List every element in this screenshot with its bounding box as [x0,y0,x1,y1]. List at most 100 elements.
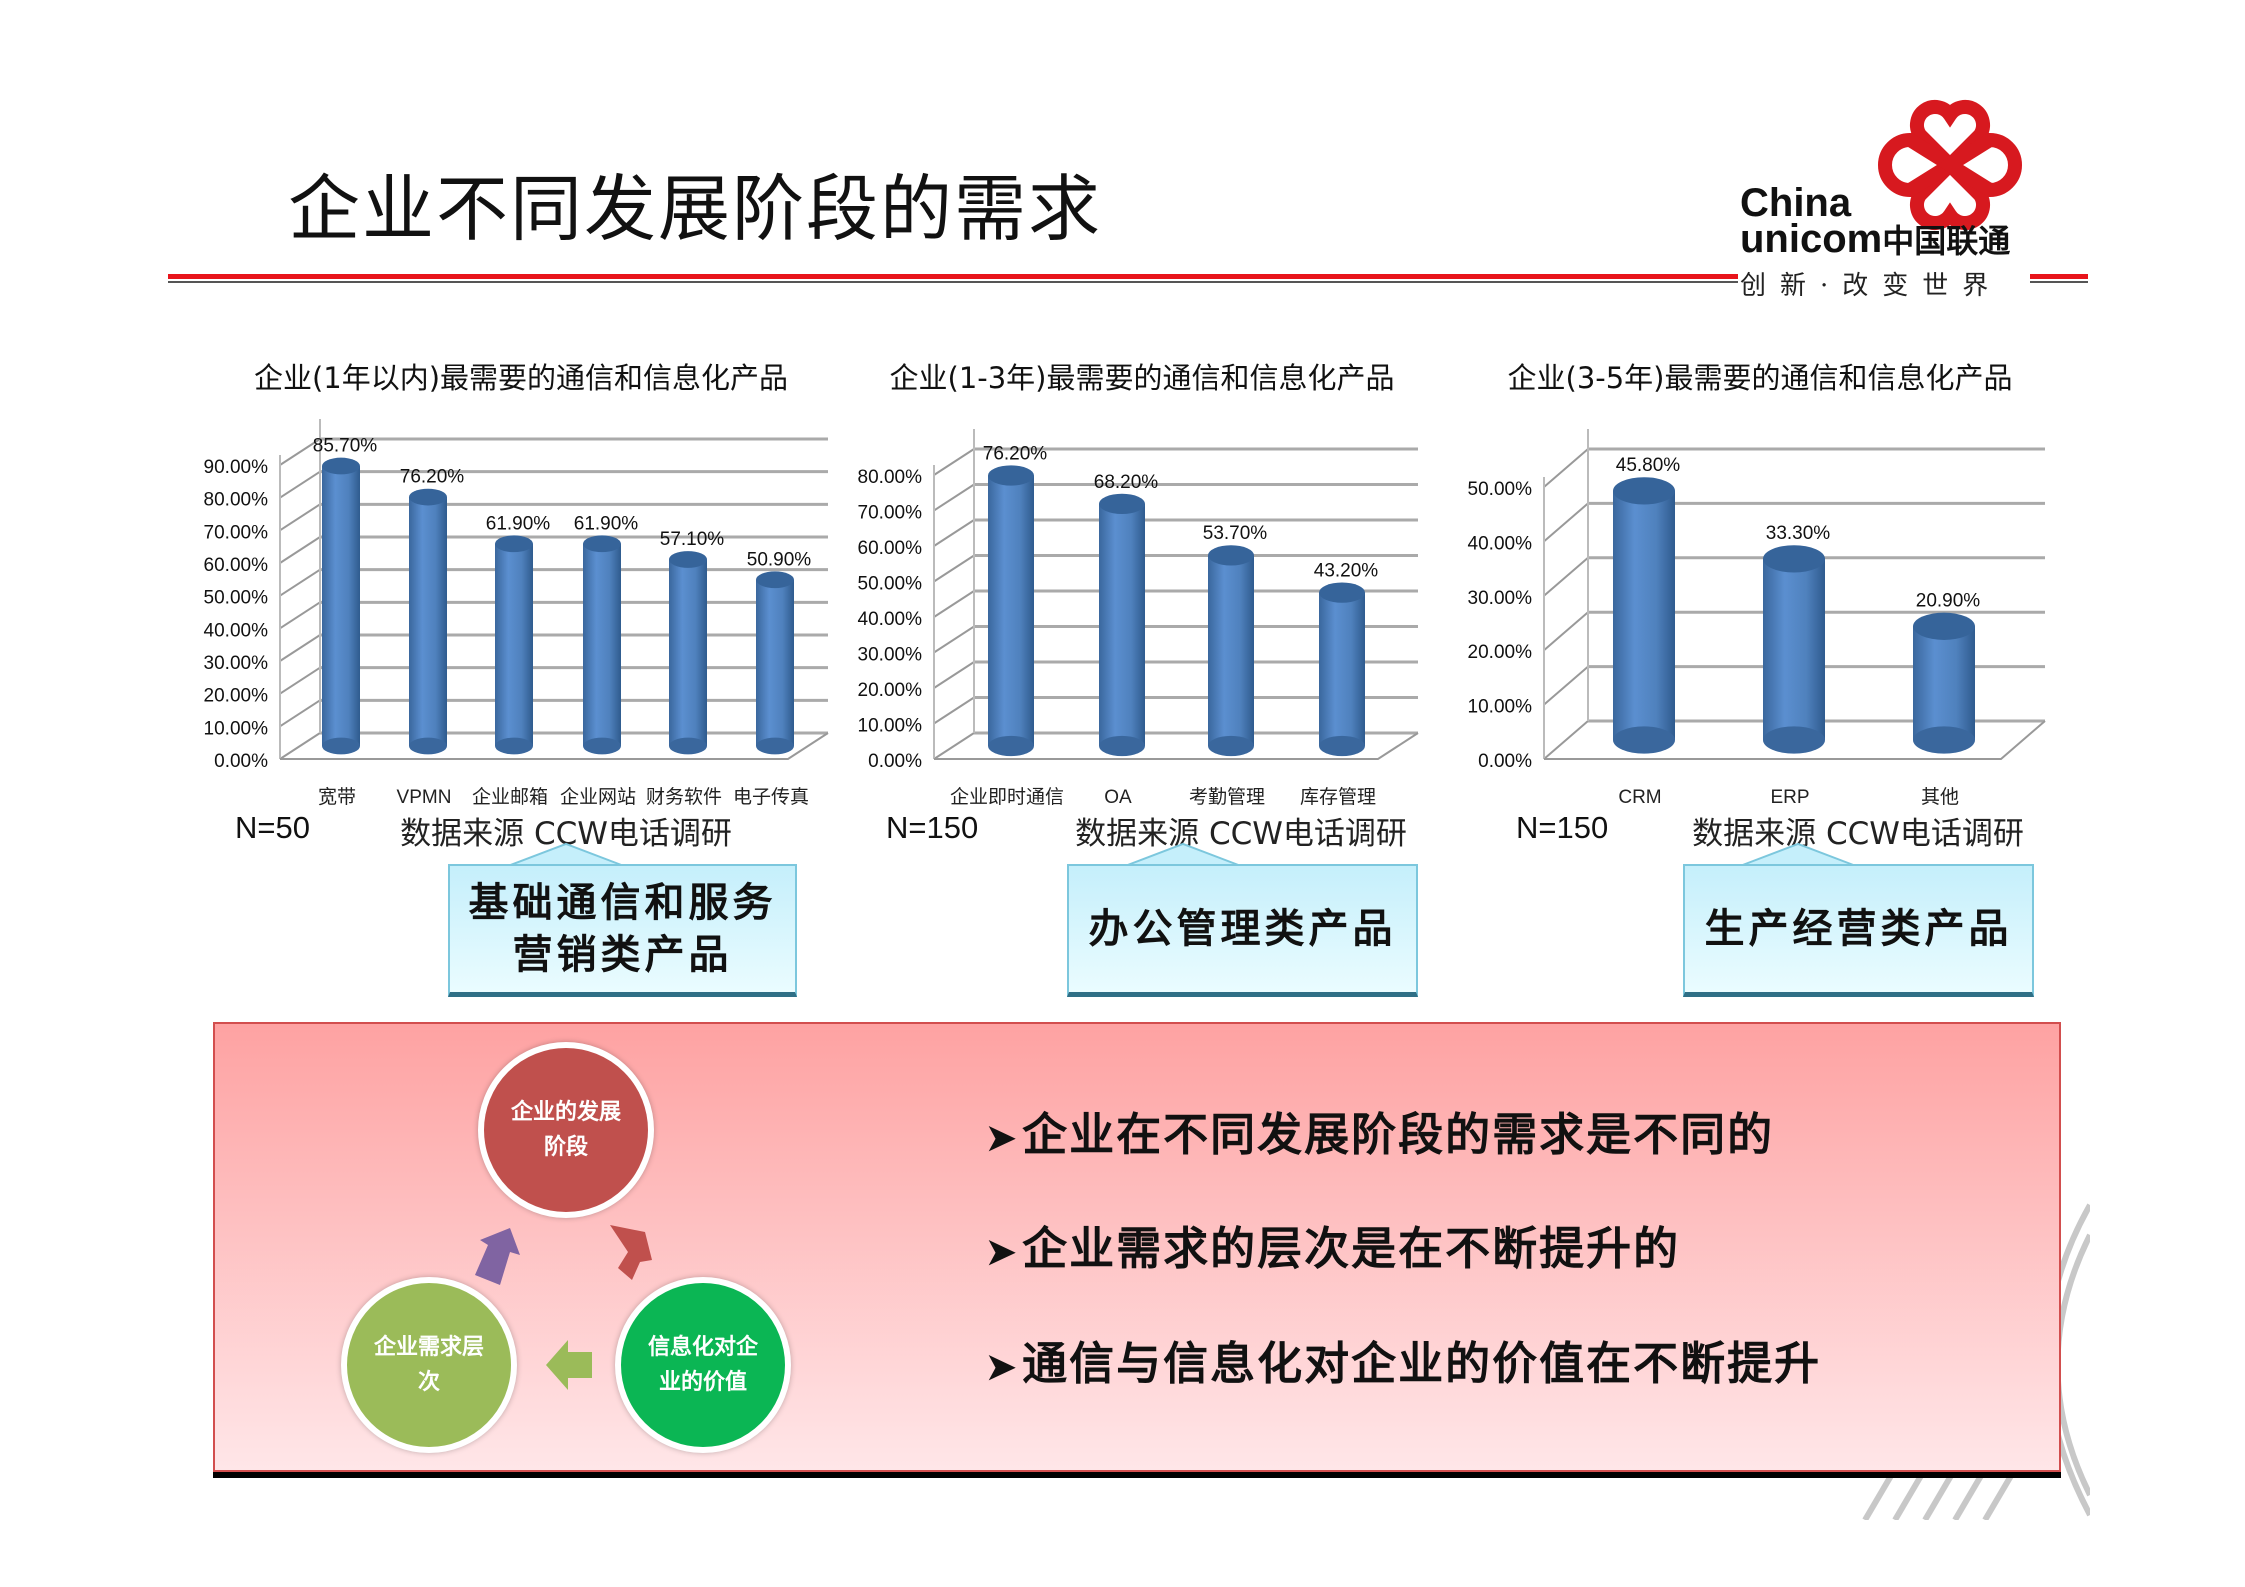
bar [1763,558,1825,740]
chart-1-sample-size: N=50 [235,810,310,845]
category-label: 库存管理 [1300,786,1376,808]
grid-diagonal [1543,611,1589,651]
cycle-node-informatization-value: 信息化对企业的价值 [615,1277,791,1453]
chart-1-title: 企业(1年以内)最需要的通信和信息化产品 [253,361,789,395]
cycle-node-demand-level: 企业需求层次 [341,1277,517,1453]
grid-diagonal [279,438,321,466]
callout-2-line-1: 办公管理类产品 [1088,905,1397,952]
y-tick-label: 50.00% [858,574,923,595]
bar-base [1613,726,1675,754]
bar-base [1913,726,1975,754]
bar-base [409,737,447,755]
category-label: OA [1104,787,1132,808]
bar [669,559,707,746]
logo-slogan: 创新·改变世界 [1740,271,2003,301]
grid-diagonal [933,590,975,618]
grid-diagonal [933,696,975,725]
logo-text-unicom: unicom中国联通 [1740,219,2010,259]
bar-base [756,737,794,755]
grid-diagonal [933,519,975,547]
chart-2-sample-size: N=150 [886,810,979,845]
logo-text-china: China [1740,181,1852,225]
y-tick-label: 50.00% [1468,479,1533,500]
header-divider-right-shadow [2030,281,2088,283]
bar-top [1319,582,1365,603]
bar [988,475,1034,746]
callout-office-management: 办公管理类产品 [1067,864,1418,997]
data-label: 85.70% [313,436,378,457]
data-label: 61.90% [486,513,551,534]
bar-top [1208,545,1254,566]
bar-base [1208,735,1254,757]
y-tick-label: 70.00% [204,522,269,543]
bullet-item: ➤通信与信息化对企业的价值在不断提升 [986,1327,1821,1392]
cycle-node-development-stage: 企业的发展阶段 [478,1042,654,1218]
y-tick-label: 80.00% [204,490,269,511]
logo-text-unicom-cn: 中国联通 [1882,223,2011,259]
y-tick-label: 0.00% [868,751,922,772]
bar-base [988,735,1034,757]
grid-diagonal [279,666,321,695]
callout-1-line-2: 营销类产品 [512,931,733,978]
bar-top [1763,545,1825,573]
bar-top [988,465,1034,486]
category-label: 企业网站 [560,786,636,808]
grid-diagonal [933,483,975,512]
data-label: 53.70% [1203,523,1268,544]
grid-diagonal [933,661,975,689]
data-label: 43.20% [1314,561,1379,582]
bar [495,543,533,746]
bar-base [495,737,533,755]
category-label: CRM [1618,787,1661,808]
bar-top [495,535,533,553]
logo-text-unicom-en: unicom [1740,217,1883,261]
category-label: 财务软件 [646,786,722,808]
arrow-bullet-icon: ➤ [986,1231,1019,1273]
data-label: 50.90% [747,549,812,570]
y-tick-label: 30.00% [204,653,269,674]
y-tick-label: 90.00% [204,457,269,478]
callout-production-operation: 生产经营类产品 [1683,864,2034,997]
y-tick-label: 50.00% [204,588,269,609]
y-tick-label: 40.00% [1468,533,1533,554]
grid-diagonal [933,448,975,476]
data-label: 20.90% [1916,591,1981,612]
bar [756,579,794,746]
y-tick-label: 40.00% [858,609,923,630]
callout-basic-communication: 基础通信和服务 营销类产品 [448,864,797,997]
bar-top [756,571,794,589]
bullet-item: ➤企业需求的层次是在不断提升的 [986,1212,1680,1277]
y-tick-label: 10.00% [858,716,923,737]
grid-diagonal [279,503,321,532]
category-label: 企业即时通信 [950,786,1064,808]
arrow-bullet-icon: ➤ [986,1117,1019,1159]
bar-base [322,737,360,755]
unicom-knot-icon [1878,100,2022,230]
bullet-text: 企业在不同发展阶段的需求是不同的 [1022,1108,1775,1161]
grid-diagonal [279,699,321,728]
grid-diagonal [933,732,975,760]
data-label: 68.20% [1094,472,1159,493]
grid-diagonal [279,470,321,499]
bar-top [1913,612,1975,640]
floor-edge [1544,720,2046,760]
data-label: 76.20% [983,443,1048,464]
bar [409,497,447,746]
floor-edge [280,732,829,760]
y-tick-label: 20.00% [858,680,923,701]
chart-1-source: 数据来源 CCW电话调研 [400,816,732,852]
bar-base [669,737,707,755]
y-tick-label: 20.00% [204,686,269,707]
bar-base [1763,726,1825,754]
y-tick-label: 40.00% [204,620,269,641]
grid-diagonal [933,625,975,654]
grid-diagonal [279,732,321,760]
header-divider [168,274,1738,279]
category-label: 宽带 [318,786,356,808]
bar-top [409,488,447,506]
bullet-text: 企业需求的层次是在不断提升的 [1022,1222,1681,1275]
bar-top [1099,493,1145,515]
category-label: ERP [1770,787,1809,808]
chart-3-source: 数据来源 CCW电话调研 [1692,816,2024,852]
